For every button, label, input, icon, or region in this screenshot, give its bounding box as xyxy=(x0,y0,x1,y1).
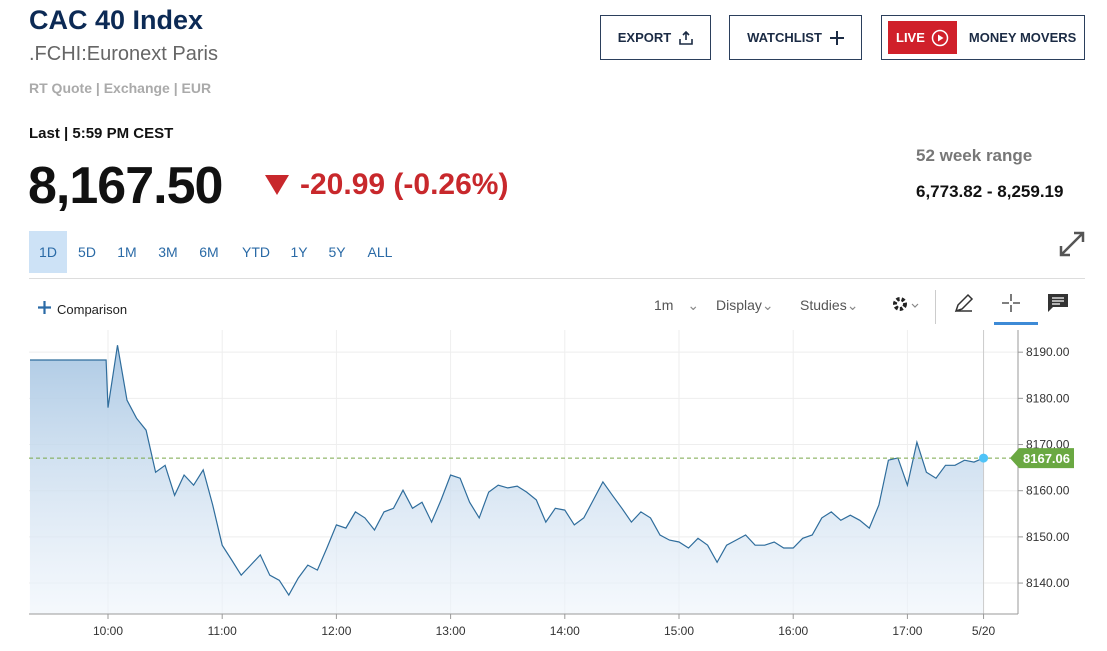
button-label: EXPORT xyxy=(617,30,672,45)
y-tick-label: 8140.00 xyxy=(1026,576,1070,590)
button-label: MONEY MOVERS xyxy=(968,30,1077,45)
comment-icon[interactable] xyxy=(1047,293,1069,313)
price: 8,167.50 xyxy=(28,157,223,215)
symbol: .FCHI:Euronext Paris xyxy=(29,43,218,65)
last-point xyxy=(979,453,989,463)
x-tick-label: 10:00 xyxy=(93,624,123,638)
crosshair-icon[interactable] xyxy=(1000,292,1022,314)
x-tick-label: 15:00 xyxy=(664,624,694,638)
money-movers-button[interactable]: LIVE MONEY MOVERS xyxy=(881,15,1085,60)
x-tick-label: 14:00 xyxy=(550,624,580,638)
range-label: 52 week range xyxy=(916,146,1033,165)
last-price-tag xyxy=(1010,448,1074,469)
divider xyxy=(29,278,1085,279)
range-tab[interactable]: 3M xyxy=(158,244,178,260)
range-tab[interactable]: 1M xyxy=(117,244,137,260)
interval-select[interactable]: 1m ⌄ xyxy=(654,297,699,314)
range-tab[interactable]: YTD xyxy=(242,244,270,260)
chevron: ⌄ xyxy=(687,297,700,313)
x-tick-label: 12:00 xyxy=(321,624,351,638)
expand-icon[interactable] xyxy=(1058,230,1086,258)
display-select[interactable]: Display⌄ xyxy=(716,297,774,314)
play-icon xyxy=(931,29,949,46)
active-tool-underline xyxy=(994,322,1038,325)
chevron: ⌄ xyxy=(846,297,859,313)
live-badge: LIVE xyxy=(888,21,957,54)
range-tab[interactable]: 5Y xyxy=(328,244,346,260)
button-label: WATCHLIST xyxy=(747,30,822,45)
settings-icon[interactable] xyxy=(890,294,922,314)
plus-icon[interactable] xyxy=(38,301,51,314)
watchlist-button[interactable]: WATCHLIST xyxy=(729,15,862,60)
live-label: LIVE xyxy=(896,30,925,45)
x-tick-label: 13:00 xyxy=(436,624,466,638)
range-tab[interactable]: 6M xyxy=(199,244,219,260)
display-label: Display xyxy=(716,297,762,313)
y-tick-label: 8190.00 xyxy=(1026,345,1070,359)
x-tick-label: 16:00 xyxy=(778,624,808,638)
x-tick-label: 5/20 xyxy=(972,624,996,638)
studies-select[interactable]: Studies⌄ xyxy=(800,297,858,314)
y-tick-label: 8150.00 xyxy=(1026,530,1070,544)
last-price-label: 8167.06 xyxy=(1023,451,1070,466)
draw-icon[interactable] xyxy=(953,292,975,314)
price-change: -20.99 (-0.26%) xyxy=(300,168,509,201)
price-line xyxy=(30,345,984,597)
range-value: 6,773.82 - 8,259.19 xyxy=(916,182,1064,201)
area xyxy=(29,345,984,614)
x-tick-label: 17:00 xyxy=(892,624,922,638)
x-tick-label: 11:00 xyxy=(208,624,237,638)
plus-icon xyxy=(829,30,844,45)
chevron: ⌄ xyxy=(761,297,774,313)
down-arrow xyxy=(265,175,289,195)
export-button[interactable]: EXPORT xyxy=(600,15,711,60)
range-tab[interactable]: 5D xyxy=(78,244,96,260)
comparison[interactable]: Comparison xyxy=(57,302,128,317)
toolbar-divider xyxy=(935,290,936,324)
studies-label: Studies xyxy=(800,297,847,313)
last-time: Last | 5:59 PM CEST xyxy=(29,125,174,142)
range-tab[interactable]: 1D xyxy=(29,231,67,273)
quote-info: RT Quote | Exchange | EUR xyxy=(29,80,212,96)
y-tick-label: 8170.00 xyxy=(1026,438,1070,452)
y-tick-label: 8160.00 xyxy=(1026,484,1070,498)
range-tab[interactable]: 1Y xyxy=(290,244,308,260)
interval-label: 1m xyxy=(654,297,674,313)
range-tab[interactable]: ALL xyxy=(367,244,393,260)
export-icon xyxy=(679,30,694,45)
y-tick-label: 8180.00 xyxy=(1026,391,1070,405)
title: CAC 40 Index xyxy=(29,5,204,35)
